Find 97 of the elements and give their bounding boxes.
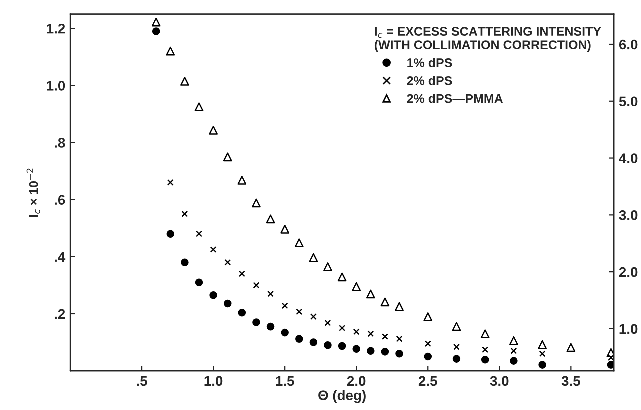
point	[152, 18, 161, 27]
point	[338, 272, 347, 282]
y-tick-label: .6	[55, 195, 66, 206]
legend-label: 2% dPS—PMMA	[407, 94, 504, 104]
y2-tick-label: 6.0	[619, 40, 638, 50]
point	[606, 348, 614, 358]
point	[268, 290, 274, 298]
point	[607, 361, 614, 369]
point	[452, 322, 462, 332]
point	[396, 350, 404, 358]
point	[380, 298, 390, 307]
point	[452, 355, 461, 363]
point	[353, 328, 360, 336]
point	[339, 325, 346, 332]
point	[166, 230, 175, 238]
legend-label: 2% dPS	[407, 76, 452, 86]
y-tick-label: .2	[55, 309, 66, 320]
point	[209, 126, 218, 135]
point	[224, 300, 232, 308]
point	[424, 340, 432, 348]
point	[223, 152, 232, 162]
point	[510, 348, 518, 354]
point	[238, 308, 246, 317]
point	[324, 341, 332, 350]
point	[381, 348, 390, 356]
point	[454, 344, 460, 350]
point	[368, 330, 374, 338]
point	[294, 238, 304, 248]
legend-label: 1% dPS	[408, 58, 452, 68]
point	[252, 198, 261, 208]
point	[224, 259, 232, 266]
point	[510, 336, 518, 346]
x-tick-label: .5	[137, 376, 148, 386]
point	[167, 179, 174, 186]
point	[310, 314, 317, 320]
x-tick-label: 3.5	[562, 376, 580, 386]
y-tick-label: 1.2	[47, 24, 66, 34]
point	[282, 302, 288, 310]
point	[196, 230, 202, 238]
point	[608, 354, 614, 362]
y-tick-label: 1.0	[47, 81, 66, 91]
point	[296, 308, 303, 316]
y2-tick-label: 5.0	[619, 96, 638, 107]
point	[395, 302, 404, 312]
point	[266, 322, 275, 331]
y2-tick-label: 4.0	[619, 154, 638, 164]
point	[338, 342, 346, 350]
point	[352, 345, 360, 353]
point	[538, 340, 547, 350]
point	[481, 356, 490, 364]
point	[280, 224, 290, 234]
y2-tick-label: 3.0	[619, 210, 638, 220]
y-axis-title: I$_{c}$ × 10$^{−2}$	[26, 168, 40, 218]
point	[510, 357, 518, 365]
point	[538, 361, 546, 369]
y-tick-label: .4	[55, 252, 66, 262]
x-tick-label: 1.5	[276, 376, 294, 386]
x-tick-label: 2.0	[347, 376, 366, 386]
point	[352, 282, 362, 292]
point	[480, 330, 490, 338]
point	[424, 312, 433, 322]
legend-title: I$_{c}$ = EXCESS SCATTERING INTENSITY (WITH COLLIMATION CORRECTION)	[374, 27, 602, 52]
point	[566, 343, 576, 352]
point	[324, 262, 332, 272]
point	[296, 335, 304, 343]
point	[367, 347, 375, 355]
point	[482, 346, 489, 354]
point	[181, 258, 189, 266]
point	[310, 338, 318, 346]
point	[253, 282, 260, 289]
point	[195, 278, 204, 286]
x-tick-label: 2.5	[418, 376, 438, 386]
x-axis-title: Θ (deg)	[318, 390, 366, 404]
x-tick-label: 1.0	[204, 376, 223, 386]
point	[210, 292, 218, 300]
point	[424, 352, 432, 361]
point	[324, 320, 332, 326]
point	[238, 176, 247, 185]
point	[281, 328, 289, 337]
point	[366, 290, 376, 299]
point	[210, 246, 217, 253]
point	[252, 318, 260, 326]
point	[396, 336, 403, 342]
point	[539, 350, 546, 358]
point	[309, 253, 318, 262]
point	[266, 214, 276, 224]
point	[182, 210, 188, 218]
point	[166, 46, 176, 56]
y2-tick-label: 2.0	[619, 267, 638, 278]
point	[382, 334, 388, 340]
point	[238, 270, 246, 278]
point	[194, 102, 204, 112]
point	[180, 77, 190, 86]
point	[152, 28, 160, 36]
y-tick-label: .8	[55, 138, 66, 148]
y2-tick-label: 1.0	[620, 324, 638, 334]
x-tick-label: 3.0	[490, 376, 509, 386]
